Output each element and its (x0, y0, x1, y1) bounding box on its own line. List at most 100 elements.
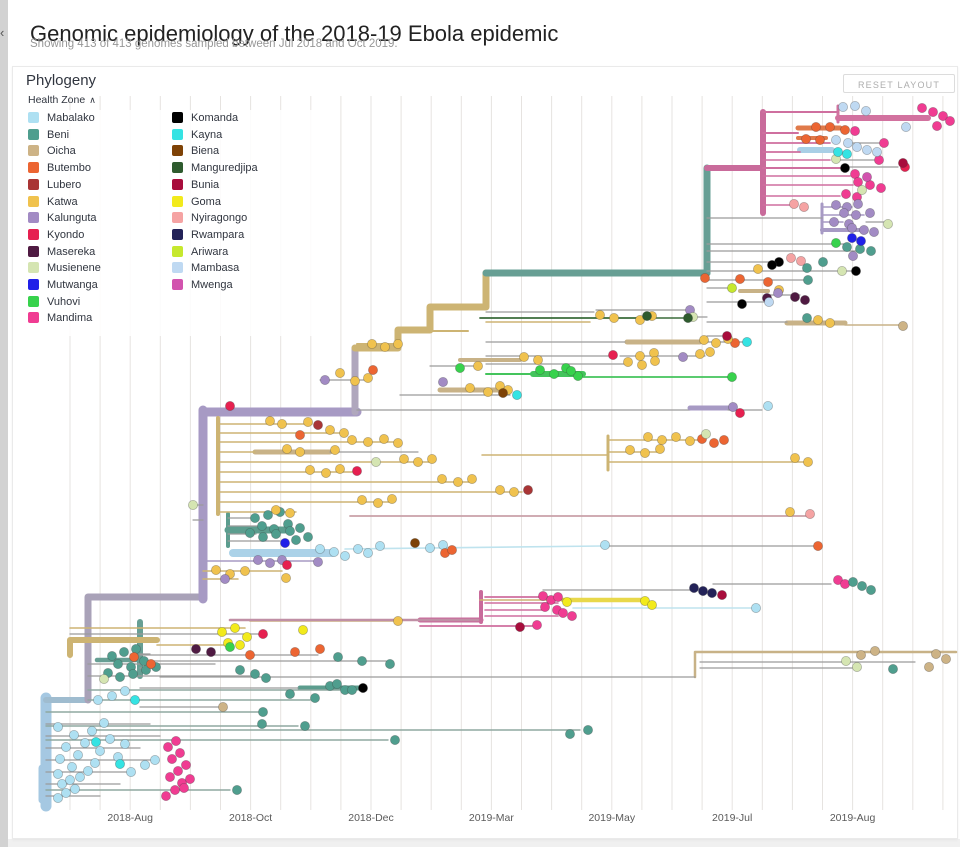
tree-tip-beni[interactable] (249, 513, 260, 524)
tree-tip-kalunguta[interactable] (264, 558, 275, 569)
tree-tip-katwa[interactable] (320, 467, 331, 478)
tree-tip-beni[interactable] (234, 665, 245, 676)
tree-tip-mabalako[interactable] (120, 686, 131, 697)
tree-tip-beni[interactable] (107, 651, 118, 662)
tree-tip-kalunguta[interactable] (312, 557, 323, 568)
tree-tip-vuhovi[interactable] (573, 370, 584, 381)
tree-tip-katwa[interactable] (386, 493, 397, 504)
tree-tip-beni[interactable] (331, 679, 342, 690)
tree-tip-komanda[interactable] (737, 298, 748, 309)
tree-tip-beni[interactable] (802, 262, 813, 273)
legend-item-vuhovi[interactable]: Vuhovi (28, 295, 80, 309)
tree-tip-katwa[interactable] (711, 337, 722, 348)
legend-item-mutwanga[interactable]: Mutwanga (28, 279, 98, 292)
legend-item-kyondo[interactable]: Kyondo (28, 228, 84, 242)
tree-tip-musienene[interactable] (370, 456, 381, 467)
tree-tip-kyondo[interactable] (224, 400, 235, 411)
tree-tip-katwa[interactable] (671, 431, 682, 442)
tree-tip-kalunguta[interactable] (848, 250, 859, 261)
tree-tip-mambasa[interactable] (861, 106, 872, 117)
tree-tip-katwa[interactable] (398, 453, 409, 464)
tree-tip-mandima[interactable] (164, 772, 175, 783)
tree-tip-nyiragongo[interactable] (789, 198, 800, 209)
tree-tip-bunia[interactable] (717, 590, 728, 601)
tree-tip-butembo[interactable] (811, 122, 822, 133)
tree-tip-komanda[interactable] (357, 683, 368, 694)
tree-tip-katwa[interactable] (637, 359, 648, 370)
tree-tip-vuhovi[interactable] (831, 237, 842, 248)
tree-tip-butembo[interactable] (813, 541, 824, 552)
tree-tip-mabalako[interactable] (83, 766, 94, 777)
tree-tip-mabalako[interactable] (126, 767, 137, 778)
tree-tip-katwa[interactable] (643, 431, 654, 442)
tree-tip-beni[interactable] (802, 312, 813, 323)
tree-tip-manguredjipa[interactable] (683, 312, 694, 323)
tree-tip-katwa[interactable] (436, 473, 447, 484)
tree-tip-goma[interactable] (216, 627, 227, 638)
tree-tip-katwa[interactable] (813, 314, 824, 325)
tree-tip-kalunguta[interactable] (728, 401, 739, 412)
tree-tip-katwa[interactable] (464, 382, 475, 393)
tree-tip-kayna[interactable] (842, 148, 853, 159)
tree-tip-musienene[interactable] (852, 662, 863, 673)
tree-tip-musienene[interactable] (701, 428, 712, 439)
tree-tip-mabalako[interactable] (65, 775, 76, 786)
tree-tip-mandima[interactable] (938, 111, 949, 122)
tree-tip-kyondo[interactable] (351, 465, 362, 476)
tree-tip-katwa[interactable] (785, 506, 796, 517)
tree-tip-katwa[interactable] (392, 338, 403, 349)
tree-tip-mabalako[interactable] (93, 695, 104, 706)
tree-tip-ariwara[interactable] (727, 282, 738, 293)
tree-tip-mutwanga[interactable] (279, 538, 290, 549)
legend-item-kalunguta[interactable]: Kalunguta (28, 212, 97, 225)
tree-tip-rwampara[interactable] (698, 586, 709, 597)
tree-tip-mabalako[interactable] (69, 730, 80, 741)
tree-tip-beni[interactable] (127, 669, 138, 680)
tree-tip-mandima[interactable] (174, 748, 185, 759)
tree-tip-mandima[interactable] (932, 121, 943, 132)
tree-tip-lubero[interactable] (523, 484, 534, 495)
tree-tip-oicha[interactable] (217, 702, 228, 713)
tree-tip-katwa[interactable] (595, 309, 606, 320)
legend-item-mwenga[interactable]: Mwenga (172, 279, 233, 292)
tree-tip-mabalako[interactable] (424, 543, 435, 554)
tree-tip-mambasa[interactable] (838, 102, 849, 113)
tree-tip-oicha[interactable] (931, 649, 942, 660)
tree-tip-musienene[interactable] (883, 218, 894, 229)
tree-tip-beni[interactable] (309, 693, 320, 704)
tree-tip-mandima[interactable] (532, 620, 543, 631)
tree-tip-biena[interactable] (497, 387, 508, 398)
tree-tip-katwa[interactable] (362, 372, 373, 383)
tree-tip-musienene[interactable] (837, 265, 848, 276)
tree-tip-katwa[interactable] (346, 434, 357, 445)
tree-tip-oicha[interactable] (941, 654, 952, 665)
tree-tip-musienene[interactable] (857, 184, 868, 195)
tree-tip-katwa[interactable] (705, 346, 716, 357)
tree-tip-mandima[interactable] (833, 575, 844, 586)
tree-tip-kayna[interactable] (129, 695, 140, 706)
tree-tip-beni[interactable] (257, 707, 268, 718)
tree-tip-mandima[interactable] (160, 791, 171, 802)
tree-tip-lubero[interactable] (312, 419, 323, 430)
tree-tip-mandima[interactable] (169, 785, 180, 796)
tree-tip-katwa[interactable] (302, 416, 313, 427)
tree-tip-manguredjipa[interactable] (642, 310, 653, 321)
tree-tip-katwa[interactable] (508, 486, 519, 497)
tree-tip-katwa[interactable] (264, 415, 275, 426)
tree-tip-beni[interactable] (565, 729, 576, 740)
tree-tip-mandima[interactable] (538, 591, 549, 602)
tree-tip-beni[interactable] (249, 669, 260, 680)
tree-tip-katwa[interactable] (466, 473, 477, 484)
tree-tip-katwa[interactable] (640, 447, 651, 458)
tree-tip-butembo[interactable] (763, 276, 774, 287)
tree-tip-beni[interactable] (284, 689, 295, 700)
tree-tip-katwa[interactable] (426, 453, 437, 464)
tree-tip-mabalako[interactable] (751, 603, 762, 614)
tree-tip-vuhovi[interactable] (549, 368, 560, 379)
tree-tip-beni[interactable] (866, 245, 877, 256)
tree-tip-goma[interactable] (234, 640, 245, 651)
tree-tip-kalunguta[interactable] (319, 374, 330, 385)
tree-tip-goma[interactable] (297, 625, 308, 636)
tree-tip-biena[interactable] (409, 538, 420, 549)
tree-tip-masereka[interactable] (205, 647, 216, 658)
